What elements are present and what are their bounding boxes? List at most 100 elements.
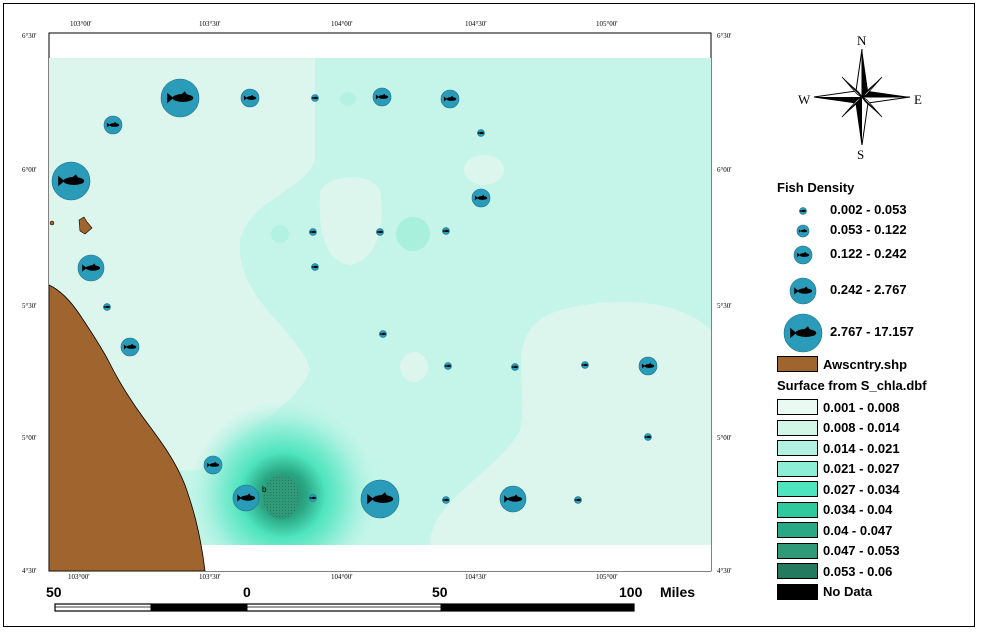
surface-legend-row: 0.008 - 0.014 (777, 419, 900, 436)
compass-west: W (798, 92, 811, 107)
fish-station-icon (311, 263, 319, 271)
surface-swatch (777, 583, 818, 600)
surface-legend-row: 0.047 - 0.053 (777, 542, 900, 559)
fish-station-icon (311, 94, 319, 102)
scale-label: 50 (432, 584, 448, 600)
surface-light-patch (464, 155, 504, 185)
surface-legend-title: Surface from S_chla.dbf (777, 378, 927, 393)
right-tick: 5°00' (717, 434, 732, 442)
left-tick: 6°30' (22, 32, 37, 40)
fish-station-icon (309, 228, 317, 236)
fish-station-icon (442, 496, 450, 504)
fish-station-icon (644, 433, 652, 441)
left-tick: 5°30' (22, 302, 37, 310)
surface-legend-row: 0.04 - 0.047 (777, 522, 892, 538)
surface-legend-label: 0.053 - 0.06 (823, 563, 893, 579)
surface-legend-label: No Data (823, 584, 873, 599)
surface-legend-label: 0.001 - 0.008 (823, 399, 900, 415)
fish-legend-icon (799, 207, 807, 215)
right-tick: 4°30' (717, 567, 732, 575)
top-tick: 104°30' (465, 20, 487, 28)
surface-swatch (777, 419, 818, 436)
land-legend-row: Awscntry.shp (777, 356, 907, 372)
fish-station-icon (120, 337, 140, 357)
top-tick: 104°00' (331, 20, 353, 28)
compass-south: S (857, 147, 865, 162)
fish-station-icon (638, 356, 658, 376)
fish-legend-icon (793, 245, 813, 265)
fish-station-icon (51, 161, 91, 201)
left-tick: 6°00' (22, 166, 37, 174)
island-polygon (78, 216, 93, 235)
land-legend-label: Awscntry.shp (823, 356, 908, 372)
scale-label: 0 (243, 584, 251, 600)
surface-swatch (777, 440, 818, 456)
surface-legend-row: 0.027 - 0.034 (777, 481, 900, 497)
fish-legend-label: 0.242 - 2.767 (830, 282, 907, 297)
surface-mid-patch-2 (271, 225, 289, 243)
right-tick: 6°30' (717, 32, 732, 40)
bottom-tick: 103°00' (68, 573, 90, 581)
fish-legend-label: 0.053 - 0.122 (830, 222, 907, 237)
surface-legend-row: 0.001 - 0.008 (777, 399, 900, 415)
surface-legend-row: 0.014 - 0.021 (777, 440, 900, 456)
islet (49, 220, 55, 226)
left-tick: 5°00' (22, 434, 37, 442)
surface-legend-label: 0.034 - 0.04 (823, 502, 893, 517)
scale-label: 50 (46, 584, 62, 600)
fish-legend-icon (796, 224, 810, 238)
compass-east: E (914, 92, 922, 107)
fish-station-icon (309, 494, 317, 502)
fish-station-icon (232, 484, 260, 512)
fish-legend-icon (783, 313, 823, 353)
surface-swatch (777, 563, 818, 579)
surface-legend-label: 0.014 - 0.021 (823, 440, 900, 456)
fish-station-icon (477, 129, 485, 137)
surface-mid-patch (396, 217, 430, 251)
bottom-tick: 104°00' (331, 573, 353, 581)
surface-swatch (777, 399, 818, 415)
fish-station-icon (103, 115, 123, 135)
fish-station-icon (440, 89, 460, 109)
fish-station-icon (442, 227, 450, 235)
fish-station-icon (240, 88, 260, 108)
land-label-b: b (262, 485, 267, 494)
land-swatch (777, 356, 818, 372)
scale-bar (54, 603, 635, 612)
surface-legend-label: 0.04 - 0.047 (823, 522, 893, 538)
fish-legend-icon (789, 277, 817, 305)
surface-legend-label: 0.027 - 0.034 (823, 481, 900, 497)
surface-mid-patch-3 (340, 92, 356, 106)
top-tick: 103°00' (70, 20, 92, 28)
fish-station-icon (376, 228, 384, 236)
fish-station-icon (471, 188, 491, 208)
surface-legend-label: 0.008 - 0.014 (823, 420, 900, 435)
surface-legend-row: 0.021 - 0.027 (777, 460, 900, 477)
fish-legend-label: 0.002 - 0.053 (830, 202, 907, 217)
surface-legend-label: 0.047 - 0.053 (823, 543, 900, 558)
surface-legend-row: 0.053 - 0.06 (777, 563, 892, 579)
bottom-tick: 103°30' (199, 573, 221, 581)
surface-light-patch-2 (400, 352, 428, 382)
fish-station-icon (511, 363, 519, 371)
surface-swatch (777, 501, 818, 518)
fish-station-icon (372, 87, 392, 107)
fish-legend-label: 2.767 - 17.157 (830, 324, 914, 339)
fish-station-icon (77, 254, 105, 282)
bottom-tick: 104°30' (465, 573, 487, 581)
compass-north: N (857, 33, 867, 48)
bottom-tick: 105°00' (596, 573, 618, 581)
chla-bloom-core (263, 475, 299, 519)
fish-station-icon (360, 479, 400, 519)
fish-legend-symbols (783, 207, 823, 353)
compass-rose-icon (813, 48, 911, 146)
fish-legend-title: Fish Density (777, 180, 855, 195)
fish-legend-label: 0.122 - 0.242 (830, 246, 907, 261)
left-tick: 4°30' (22, 567, 37, 575)
land-polygon (49, 284, 206, 571)
surface-swatch (777, 460, 818, 477)
top-tick: 103°30' (199, 20, 221, 28)
fish-stations (51, 78, 658, 519)
fish-station-icon (379, 330, 387, 338)
